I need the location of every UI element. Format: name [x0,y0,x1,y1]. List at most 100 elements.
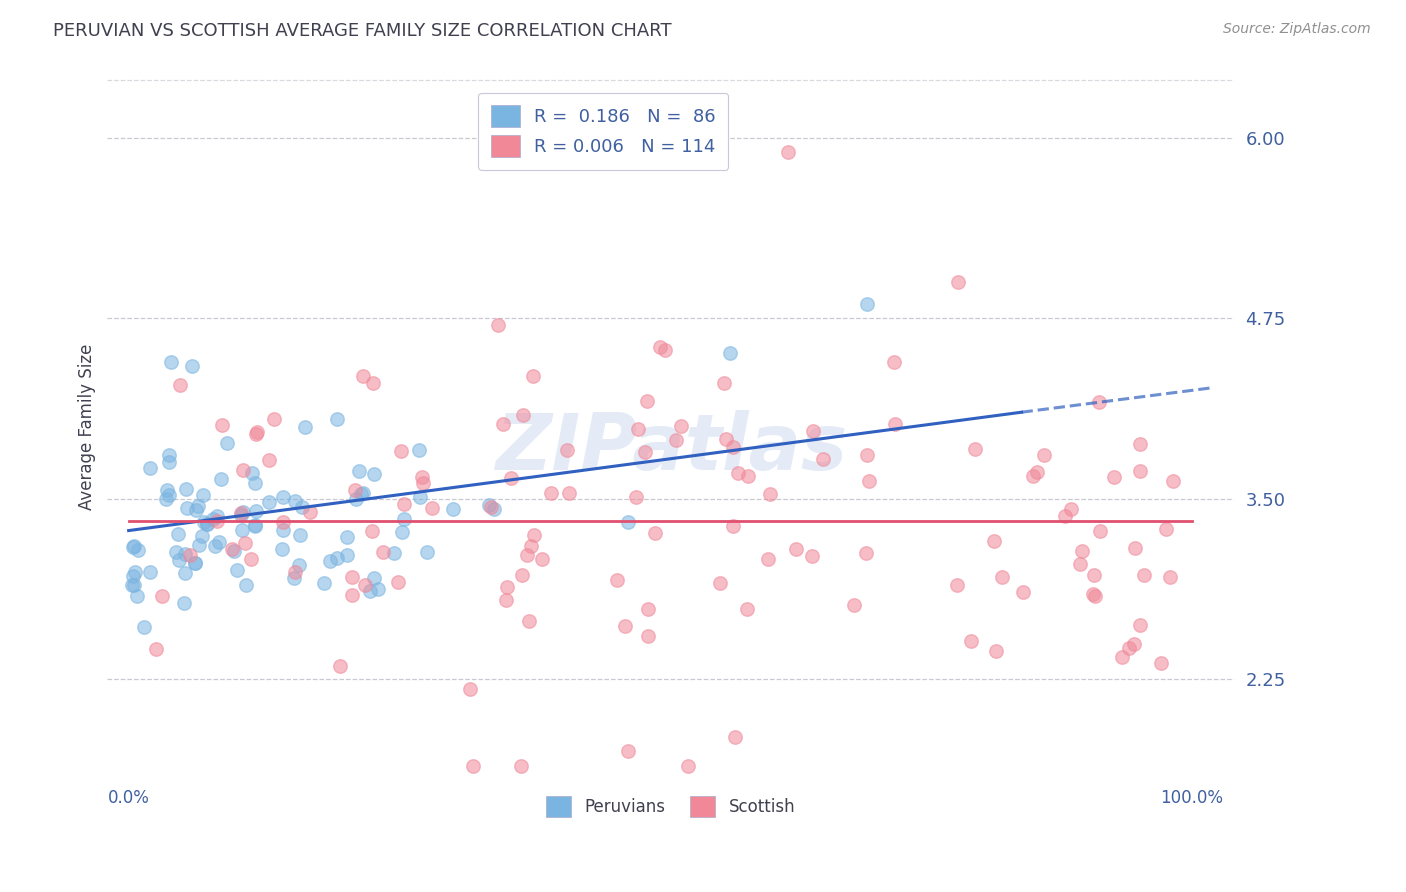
Point [1161,474,1184,488]
Point [636,393,658,408]
Point [271,516,294,530]
Point [326,411,349,425]
Point [409,490,432,504]
Point [122,577,145,591]
Point [1104,469,1126,483]
Point [160,354,183,368]
Point [187,499,209,513]
Point [718,345,741,359]
Point [363,467,385,482]
Text: PERUVIAN VS SCOTTISH AVERAGE FAMILY SIZE CORRELATION CHART: PERUVIAN VS SCOTTISH AVERAGE FAMILY SIZE… [53,22,672,40]
Point [709,576,731,591]
Point [224,543,246,558]
Point [122,539,145,553]
Point [1133,567,1156,582]
Point [284,493,307,508]
Point [1081,587,1104,601]
Point [1088,395,1111,409]
Point [354,578,377,592]
Point [371,545,394,559]
Point [1083,590,1105,604]
Point [637,602,659,616]
Point [392,512,415,526]
Point [157,448,180,462]
Point [627,422,650,436]
Point [382,546,405,560]
Point [855,546,877,560]
Point [520,540,543,554]
Point [1118,640,1140,655]
Point [294,420,316,434]
Point [540,485,562,500]
Point [713,376,735,391]
Point [1125,541,1147,555]
Point [288,528,311,542]
Point [122,569,145,583]
Point [319,553,342,567]
Point [343,483,366,497]
Point [858,474,880,488]
Point [326,551,349,566]
Point [1111,649,1133,664]
Point [188,538,211,552]
Point [243,476,266,491]
Point [1129,618,1152,632]
Point [492,417,515,432]
Point [229,506,252,520]
Point [340,569,363,583]
Point [756,552,779,566]
Point [329,659,352,673]
Point [257,453,280,467]
Point [984,644,1007,658]
Point [197,517,219,532]
Point [314,575,336,590]
Point [299,505,322,519]
Point [145,642,167,657]
Point [217,436,239,450]
Point [1129,436,1152,450]
Point [960,634,983,648]
Point [1026,465,1049,479]
Point [946,275,969,289]
Point [159,487,181,501]
Point [557,443,579,458]
Point [495,580,517,594]
Point [179,548,201,562]
Point [352,369,374,384]
Point [510,759,533,773]
Point [389,443,412,458]
Point [245,427,267,442]
Point [347,464,370,478]
Point [558,485,581,500]
Point [232,463,254,477]
Point [412,476,434,491]
Point [363,571,385,585]
Point [209,472,232,486]
Point [205,514,228,528]
Point [785,542,807,557]
Point [156,483,179,497]
Point [458,681,481,696]
Point [122,540,145,554]
Point [235,577,257,591]
Point [1033,448,1056,462]
Point [283,571,305,585]
Point [191,488,214,502]
Point [176,501,198,516]
Point [361,524,384,538]
Point [479,500,502,514]
Point [1159,570,1181,584]
Point [174,547,197,561]
Point [169,377,191,392]
Point [243,519,266,533]
Point [350,486,373,500]
Point [391,525,413,540]
Point [392,497,415,511]
Point [1154,522,1177,536]
Point [204,539,226,553]
Point [225,563,247,577]
Point [367,582,389,596]
Point [231,523,253,537]
Point [482,502,505,516]
Point [287,558,309,572]
